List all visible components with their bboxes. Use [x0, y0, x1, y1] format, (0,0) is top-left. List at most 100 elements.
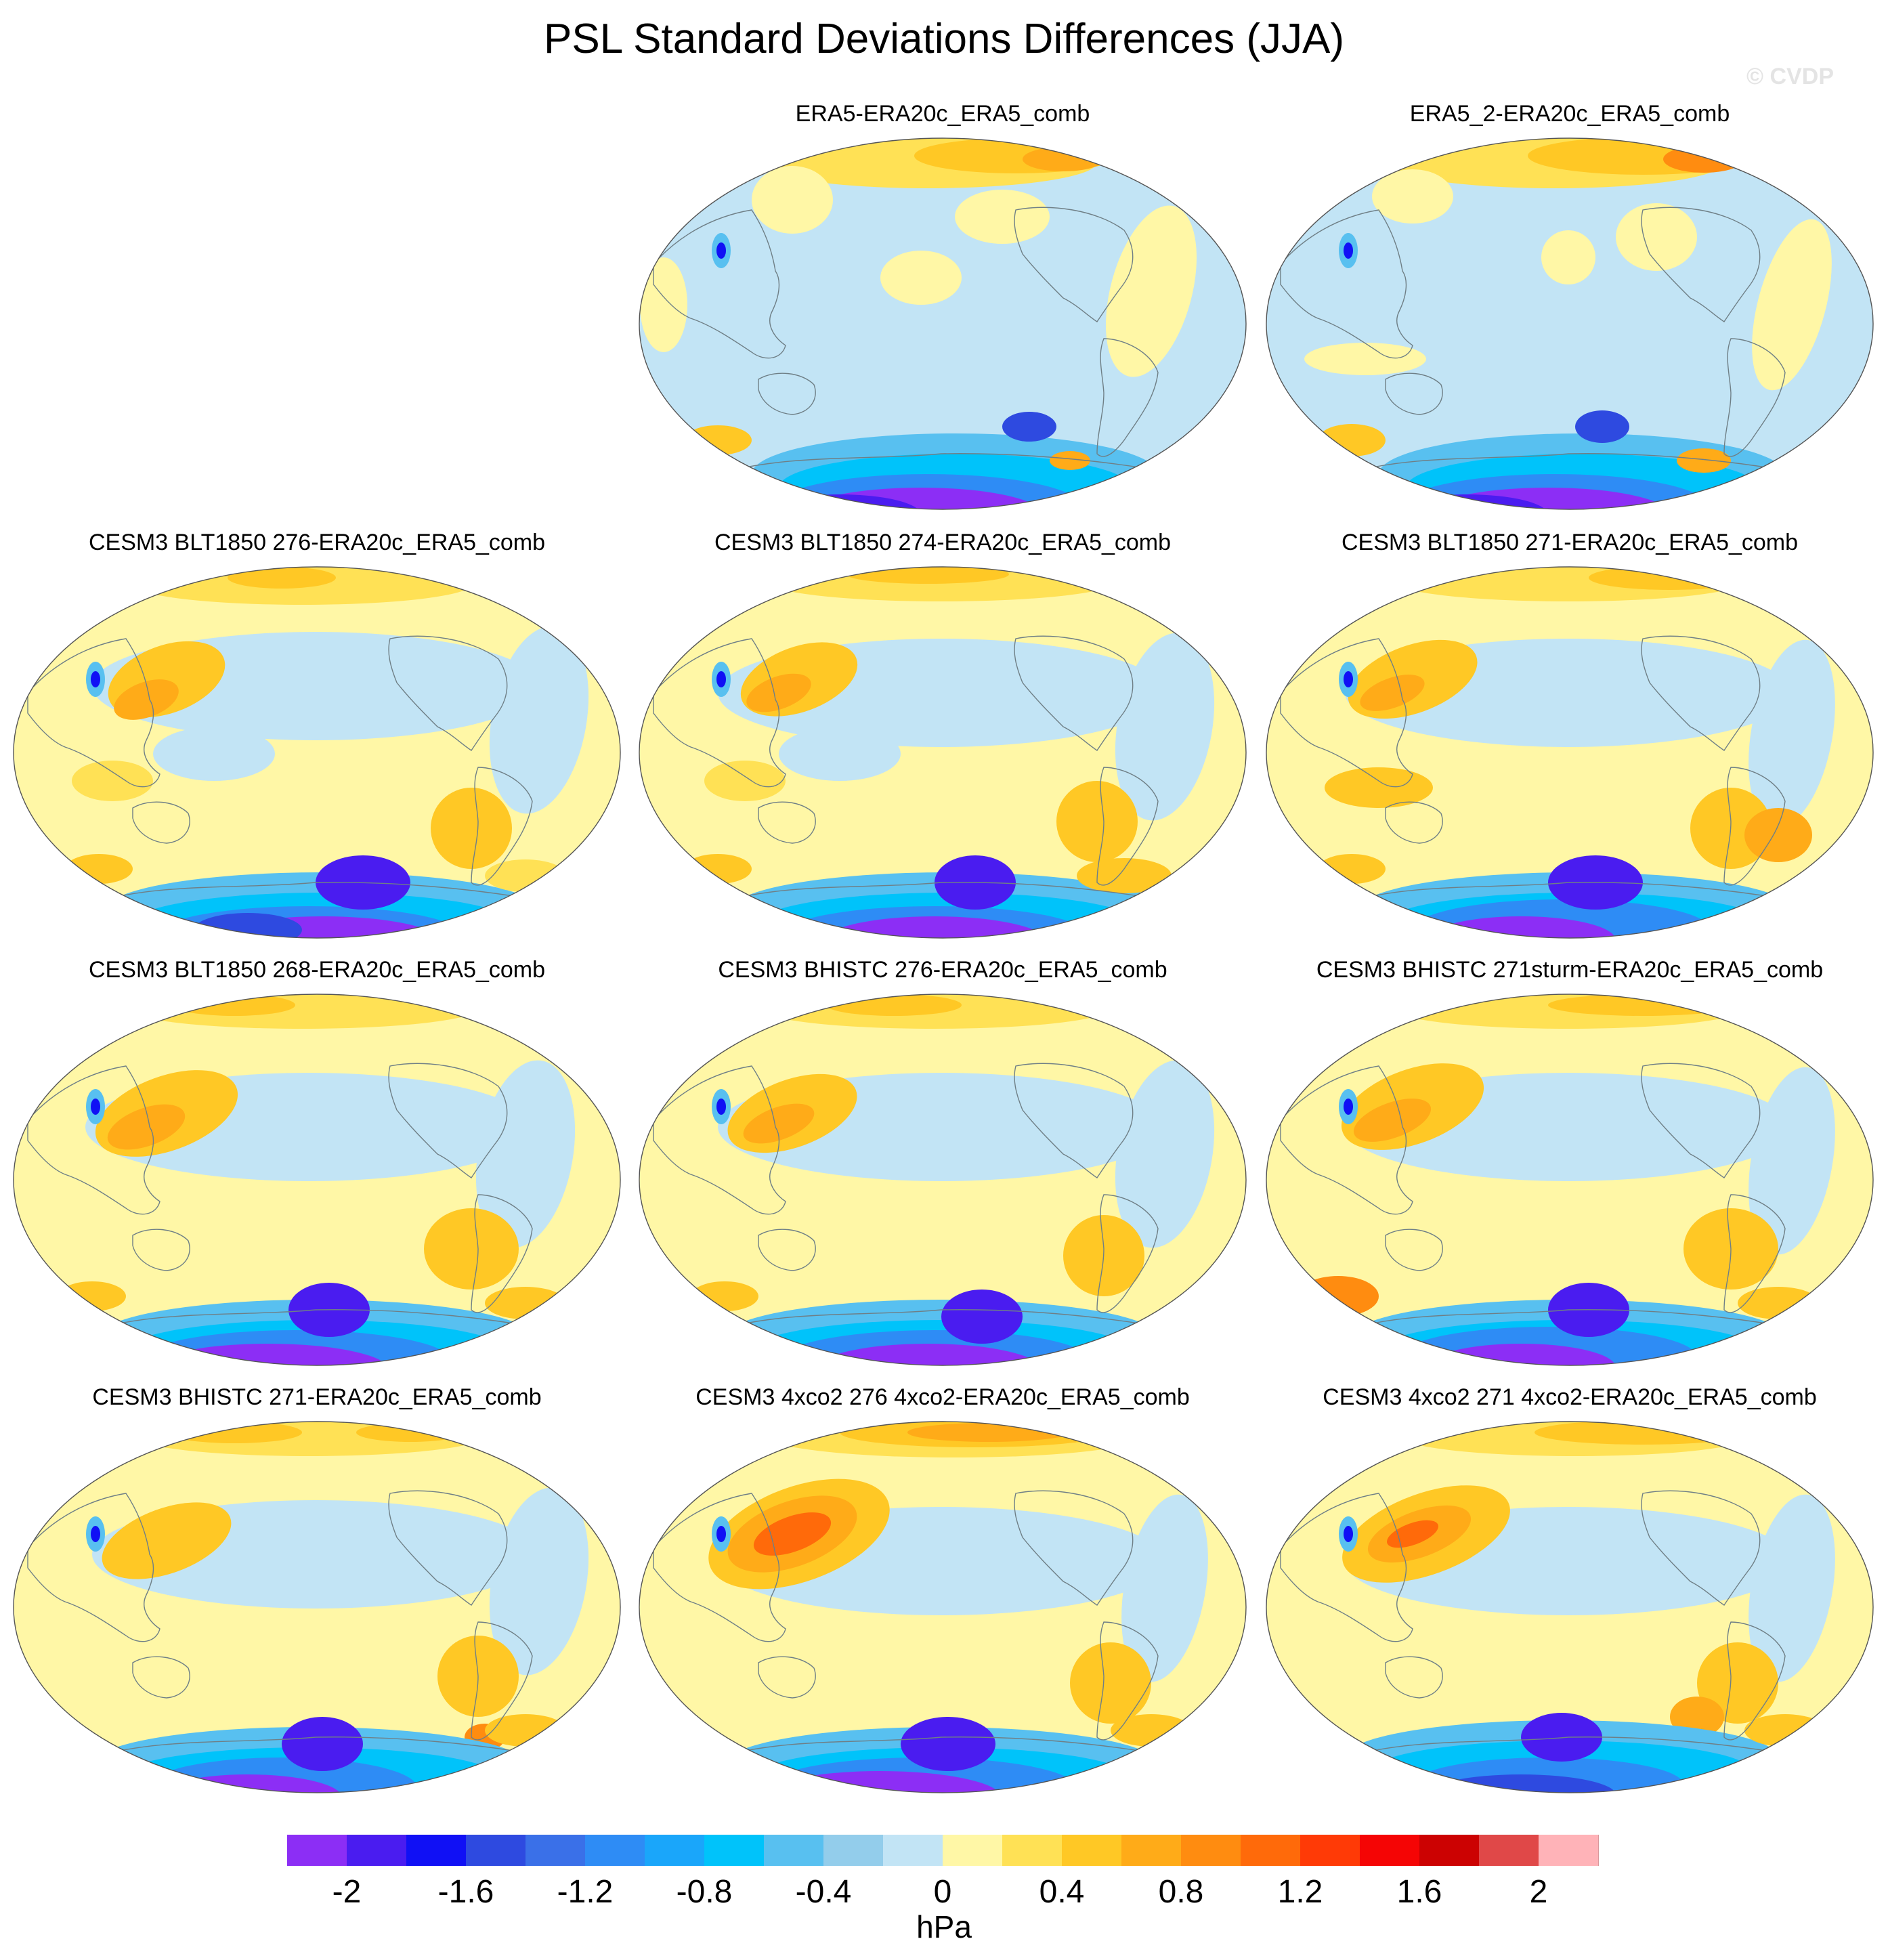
coastline	[1096, 338, 1159, 457]
coastline	[653, 1493, 786, 1642]
colorbar-swatch	[1241, 1835, 1301, 1866]
anomaly-region	[475, 1060, 576, 1248]
anomaly-region	[941, 1290, 1023, 1344]
robinson-map	[13, 994, 621, 1366]
robinson-map	[639, 137, 1247, 510]
coastline	[758, 801, 816, 844]
map-border	[1266, 1421, 1874, 1793]
colorbar-swatch	[1539, 1835, 1599, 1866]
panel-title: CESM3 BHISTC 271-ERA20c_ERA5_comb	[92, 1384, 542, 1410]
robinson-map	[639, 994, 1247, 1366]
colorbar-tick-label: 0	[933, 1874, 952, 1910]
anomaly-region	[1121, 1494, 1208, 1682]
coastline	[388, 635, 508, 751]
anomaly-region	[1748, 1494, 1835, 1682]
coastline	[471, 1194, 533, 1313]
coastline	[1014, 1490, 1134, 1606]
anomaly-region	[91, 671, 100, 687]
anomaly-region	[1748, 639, 1835, 828]
coastline	[653, 1065, 786, 1215]
anomaly-region	[1521, 1713, 1602, 1762]
anomaly-region	[153, 1774, 343, 1793]
anomaly-region	[114, 679, 179, 720]
colorbar-swatch	[1181, 1835, 1241, 1866]
colorbar-swatch	[645, 1835, 705, 1866]
coastline	[1014, 207, 1134, 322]
coastline	[758, 1229, 816, 1271]
map-border	[1266, 137, 1874, 510]
coastline	[27, 1065, 160, 1215]
map-panel: CESM3 BHISTC 276-ERA20c_ERA5_comb	[637, 955, 1249, 1366]
anomaly-region	[779, 727, 901, 781]
coastline	[1280, 1493, 1413, 1642]
panel-title: CESM3 4xco2 271 4xco2-ERA20c_ERA5_comb	[1323, 1384, 1817, 1410]
map-panel: ERA5-ERA20c_ERA5_comb	[637, 99, 1249, 510]
anomaly-region	[1344, 1526, 1353, 1542]
coastline	[1385, 801, 1443, 844]
coastline	[91, 1737, 546, 1758]
colorbar-tick-label: 1.2	[1277, 1874, 1323, 1910]
anomaly-region	[1002, 412, 1056, 442]
anomaly-region	[356, 1423, 465, 1442]
anomaly-field	[1266, 138, 1873, 509]
colorbar-swatch	[823, 1835, 884, 1866]
map-panel: CESM3 BHISTC 271sturm-ERA20c_ERA5_comb	[1264, 955, 1876, 1366]
coastline	[1723, 767, 1786, 886]
coastlines	[27, 1063, 546, 1331]
coastline	[1723, 1621, 1786, 1741]
colorbar-tick-label: 2	[1529, 1874, 1548, 1910]
coastline	[471, 1621, 533, 1741]
coastline	[132, 801, 190, 844]
colorbar-tick-label: 0.4	[1039, 1874, 1085, 1910]
anomaly-region	[1744, 808, 1812, 862]
coastline	[1014, 635, 1134, 751]
coastline	[1096, 1194, 1159, 1313]
anomaly-region	[880, 251, 962, 305]
coastlines	[1280, 635, 1799, 903]
anomaly-region	[1318, 424, 1386, 456]
anomaly-region	[1304, 343, 1426, 375]
anomaly-region	[1353, 1099, 1432, 1142]
coastline	[717, 1309, 1172, 1331]
panel-title: CESM3 BLT1850 271-ERA20c_ERA5_comb	[1341, 530, 1799, 555]
colorbar-swatch	[1121, 1835, 1182, 1866]
anomaly-region	[752, 166, 833, 234]
map-border	[13, 1421, 621, 1793]
map-border	[639, 137, 1247, 510]
colorbar-swatch	[1300, 1835, 1360, 1866]
map-panel: CESM3 BLT1850 274-ERA20c_ERA5_comb	[637, 528, 1249, 939]
anomaly-region	[1077, 858, 1172, 893]
anomaly-field	[639, 138, 1246, 509]
colorbar-tick-label: 1.6	[1396, 1874, 1442, 1910]
anomaly-region	[194, 913, 302, 938]
anomaly-region	[1023, 147, 1104, 171]
anomaly-region	[91, 1099, 100, 1115]
colorbar-swatch	[1002, 1835, 1063, 1866]
colorbar-tick-label: 0.8	[1158, 1874, 1204, 1910]
coastline	[1641, 635, 1761, 751]
robinson-map	[1266, 137, 1874, 510]
colorbar-tick-label: -0.4	[795, 1874, 852, 1910]
anomaly-region	[1575, 410, 1629, 443]
anomaly-region	[1677, 448, 1731, 473]
anomaly-region	[173, 994, 295, 1016]
anomaly-region	[1535, 1422, 1751, 1445]
anomaly-region	[716, 671, 726, 687]
colorbar-tick-label: -2	[332, 1874, 362, 1910]
colorbar-swatch	[704, 1835, 765, 1866]
panel-title: CESM3 BLT1850 274-ERA20c_ERA5_comb	[714, 530, 1172, 555]
coastlines	[1280, 1063, 1799, 1331]
robinson-map	[639, 1421, 1247, 1793]
anomaly-region	[640, 257, 687, 352]
anomaly-region	[1541, 230, 1595, 284]
anomaly-region	[813, 1344, 1043, 1365]
anomaly-region	[901, 1717, 995, 1771]
coastline	[1723, 338, 1786, 457]
colorbar-swatch	[525, 1835, 586, 1866]
map-border	[13, 566, 621, 939]
coastline	[1723, 1194, 1786, 1313]
map-panel: CESM3 BLT1850 276-ERA20c_ERA5_comb	[11, 528, 623, 939]
map-border	[639, 994, 1247, 1366]
anomaly-region	[1344, 671, 1353, 687]
map-panel: CESM3 4xco2 276 4xco2-ERA20c_ERA5_comb	[637, 1382, 1249, 1793]
